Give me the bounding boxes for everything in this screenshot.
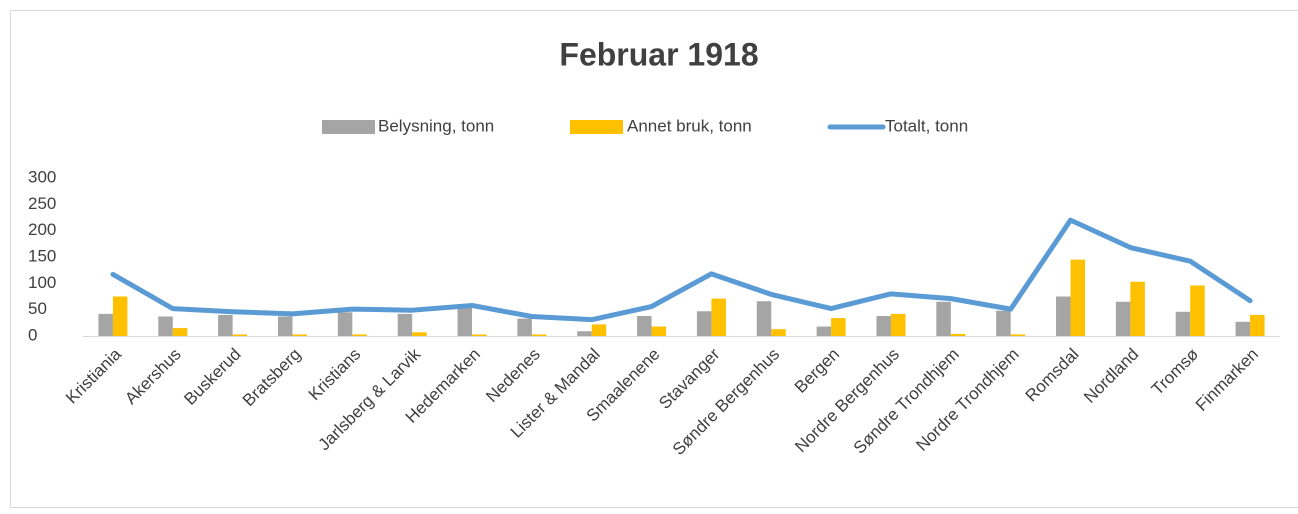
bar — [876, 316, 891, 336]
bar — [278, 317, 293, 336]
bar — [458, 307, 473, 336]
bar — [398, 314, 413, 336]
y-tick-label: 250 — [28, 194, 56, 213]
bar — [637, 316, 652, 336]
bar — [592, 324, 607, 336]
chart-border — [11, 11, 1298, 508]
bar — [951, 334, 966, 336]
chart-title: Februar 1918 — [559, 36, 758, 72]
bar — [233, 334, 248, 336]
bar — [218, 315, 233, 336]
bar — [891, 314, 906, 336]
bar — [831, 318, 846, 336]
bar — [173, 328, 188, 336]
bar — [1011, 334, 1026, 336]
legend-label: Totalt, tonn — [885, 116, 968, 135]
y-tick-label: 0 — [28, 325, 37, 344]
bar — [936, 302, 951, 336]
bar — [817, 327, 832, 336]
y-tick-label: 150 — [28, 246, 56, 265]
y-tick-label: 300 — [28, 167, 56, 186]
bar — [1176, 312, 1191, 336]
bar — [352, 334, 367, 336]
bar — [757, 301, 772, 336]
bar — [996, 311, 1011, 336]
bar — [532, 334, 547, 336]
bar — [517, 319, 532, 336]
bar — [652, 327, 667, 336]
bar — [472, 334, 487, 336]
bar — [1236, 322, 1251, 336]
bar — [577, 331, 592, 336]
bar — [771, 329, 786, 336]
bar — [1130, 282, 1145, 336]
bar — [711, 299, 726, 336]
bar — [98, 314, 113, 336]
bar — [1071, 260, 1086, 336]
bar — [158, 317, 173, 336]
legend-label: Annet bruk, tonn — [627, 116, 752, 135]
bar — [1116, 302, 1131, 336]
bar — [292, 334, 307, 336]
legend-swatch — [322, 120, 375, 134]
y-tick-label: 100 — [28, 273, 56, 292]
bar — [338, 312, 353, 336]
bar — [412, 332, 427, 336]
bar — [113, 297, 128, 337]
y-tick-label: 200 — [28, 220, 56, 239]
bar — [1056, 297, 1071, 337]
bar — [697, 311, 712, 336]
legend-label: Belysning, tonn — [378, 116, 494, 135]
legend-swatch — [570, 120, 623, 134]
bar — [1250, 315, 1265, 336]
bar — [1190, 285, 1205, 336]
y-tick-label: 50 — [28, 299, 47, 318]
